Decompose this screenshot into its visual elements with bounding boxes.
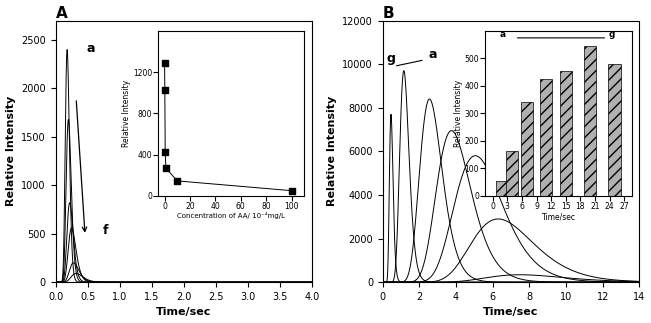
- X-axis label: Time/sec: Time/sec: [483, 307, 539, 318]
- Text: A: A: [55, 5, 67, 21]
- Y-axis label: Relative Intensity: Relative Intensity: [6, 96, 16, 206]
- Text: a: a: [87, 42, 95, 55]
- Text: B: B: [383, 5, 395, 21]
- Text: a: a: [428, 47, 437, 61]
- Text: f: f: [103, 224, 108, 237]
- Text: g: g: [386, 52, 395, 65]
- X-axis label: Time/sec: Time/sec: [156, 307, 212, 318]
- Y-axis label: Relative Intensity: Relative Intensity: [327, 96, 337, 206]
